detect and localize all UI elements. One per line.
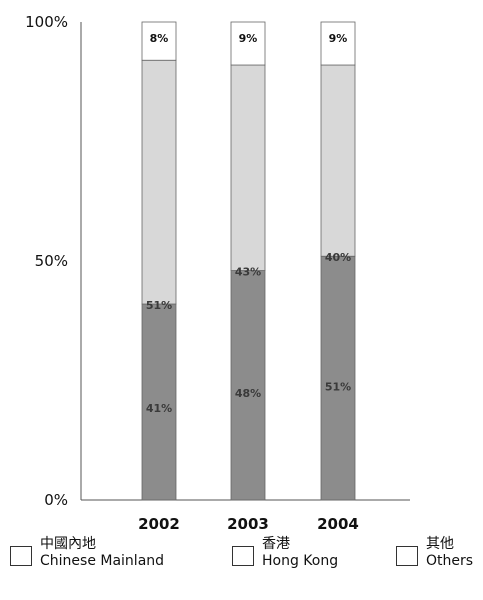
data-label-chinese-mainland-2003: 48% xyxy=(235,387,261,400)
legend-label-zh: 香港 xyxy=(262,536,290,552)
x-tick-label: 2003 xyxy=(227,515,269,530)
bar-segment-chinese-mainland-2003 xyxy=(230,270,266,501)
y-tick-label: 50% xyxy=(35,252,68,270)
bar-segment-hong-kong-2004 xyxy=(320,64,356,257)
bar-segment-hong-kong-2002 xyxy=(141,59,177,305)
bar-segment-chinese-mainland-2002 xyxy=(141,303,177,501)
data-label-others-2002: 8% xyxy=(150,32,169,45)
data-label-chinese-mainland-2004: 51% xyxy=(325,380,351,393)
data-label-hong-kong-2002: 51% xyxy=(146,299,172,312)
y-tick-label: 100% xyxy=(25,13,68,31)
legend-label-en: Chinese Mainland xyxy=(40,553,165,569)
bar-segment-hong-kong-2003 xyxy=(230,64,266,271)
data-label-others-2004: 9% xyxy=(329,32,348,45)
data-label-others-2003: 9% xyxy=(239,32,258,45)
data-label-hong-kong-2004: 40% xyxy=(325,251,351,264)
data-label-hong-kong-2003: 43% xyxy=(235,266,261,279)
legend-label-en: Hong Kong xyxy=(262,553,339,569)
legend-label-zh: 中國內地 xyxy=(40,536,96,552)
legend-swatch-others xyxy=(396,546,418,566)
stacked-bar-chart: 0% 50% 100% 41% 51% 8% 48% 43% 9% 51% 40% 9% 2002 2… xyxy=(25,13,410,530)
bar-segment-others-2004 xyxy=(320,21,356,66)
x-tick-label: 2004 xyxy=(317,515,359,530)
bar-segment-chinese-mainland-2004 xyxy=(320,255,356,501)
data-label-chinese-mainland-2002: 41% xyxy=(146,402,172,415)
y-tick-label: 0% xyxy=(44,491,68,509)
legend-label-zh: 其他 xyxy=(426,536,454,552)
legend-label-en: Others xyxy=(426,553,474,569)
legend-swatch-hong-kong xyxy=(232,546,254,566)
bar-segment-others-2002 xyxy=(141,21,177,61)
legend-swatch-chinese-mainland xyxy=(10,546,32,566)
x-tick-label: 2002 xyxy=(138,515,180,530)
bar-segment-others-2003 xyxy=(230,21,266,66)
